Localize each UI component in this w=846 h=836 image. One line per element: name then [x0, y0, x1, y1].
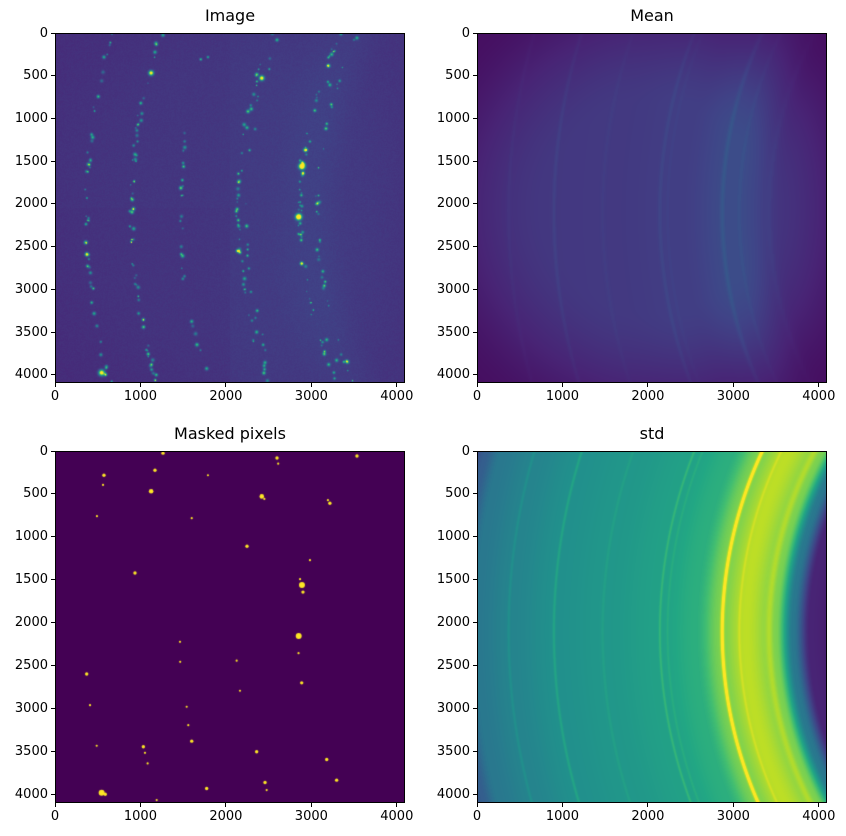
y-tick-label: 2000 [436, 615, 470, 631]
y-tick-label: 3000 [14, 281, 48, 297]
x-tick-mark [225, 383, 227, 387]
y-tick-label: 500 [23, 68, 48, 84]
x-tick-label: 3000 [716, 389, 750, 404]
x-tick-mark [139, 803, 141, 807]
x-tick-label: 2000 [209, 809, 243, 824]
y-tick-label: 1000 [14, 110, 48, 126]
x-tick-mark [647, 383, 649, 387]
x-tick-label: 1000 [545, 809, 579, 824]
x-tick-mark [396, 383, 398, 387]
y-tick-label: 1500 [14, 153, 48, 169]
y-tick-label: 4000 [14, 787, 48, 803]
x-tick-mark [818, 383, 820, 387]
x-tick-label: 1000 [123, 389, 157, 404]
y-tick-label: 1000 [436, 110, 470, 126]
x-tick-mark [396, 803, 398, 807]
y-tick-label: 2500 [14, 658, 48, 674]
subplot-image-title: Image [204, 6, 256, 25]
x-tick-label: 3000 [294, 809, 328, 824]
y-tick-label: 4000 [436, 787, 470, 803]
y-tick-label: 2500 [436, 658, 470, 674]
masked-pixels-canvas [55, 451, 405, 803]
y-tick-label: 4000 [436, 367, 470, 383]
x-tick-mark [818, 803, 820, 807]
x-tick-label: 2000 [631, 809, 665, 824]
x-tick-mark [139, 383, 141, 387]
x-tick-label: 4000 [380, 389, 414, 404]
y-tick-label: 3500 [436, 324, 470, 340]
y-tick-label: 1500 [436, 153, 470, 169]
subplot-masked-pixels: Masked pixels 0 1000 2000 3000 4000 0 500 1000 1… [15, 424, 413, 824]
y-tick-label: 3500 [14, 744, 48, 760]
y-tick-label: 0 [39, 443, 48, 459]
x-tick-label: 1000 [123, 809, 157, 824]
y-tick-label: 2500 [436, 239, 470, 255]
x-tick-mark [54, 803, 56, 807]
x-tick-label: 0 [472, 389, 482, 404]
x-tick-label: 1000 [545, 389, 579, 404]
x-tick-mark [310, 803, 312, 807]
x-tick-mark [561, 803, 563, 807]
x-tick-label: 4000 [802, 389, 836, 404]
subplot-std: std 0 1000 2000 3000 4000 0 500 1000 1500 2000 250… [437, 424, 835, 824]
std-heatmap-canvas [477, 451, 827, 803]
subplot-masked-pixels-title: Masked pixels [174, 424, 286, 443]
subplot-mean-title: Mean [630, 6, 674, 25]
x-tick-label: 4000 [802, 809, 836, 824]
x-tick-label: 0 [50, 809, 60, 824]
y-tick-label: 2000 [14, 196, 48, 212]
mean-heatmap-canvas [477, 33, 827, 383]
y-tick-label: 1500 [436, 572, 470, 588]
x-tick-label: 0 [472, 809, 482, 824]
x-tick-mark [732, 803, 734, 807]
x-tick-label: 2000 [209, 389, 243, 404]
y-tick-label: 500 [445, 486, 470, 502]
x-tick-label: 2000 [631, 389, 665, 404]
y-tick-label: 3000 [436, 701, 470, 717]
x-tick-mark [476, 803, 478, 807]
y-tick-label: 3500 [436, 744, 470, 760]
x-tick-mark [732, 383, 734, 387]
x-tick-label: 4000 [380, 809, 414, 824]
y-tick-label: 500 [445, 68, 470, 84]
subplot-mean: Mean 0 1000 2000 3000 4000 0 500 1000 1500 2000 25… [437, 6, 835, 404]
y-tick-label: 2000 [14, 615, 48, 631]
x-tick-mark [225, 803, 227, 807]
x-tick-mark [561, 383, 563, 387]
x-tick-mark [54, 383, 56, 387]
x-tick-mark [647, 803, 649, 807]
y-tick-label: 3500 [14, 324, 48, 340]
x-tick-label: 3000 [294, 389, 328, 404]
x-tick-mark [310, 383, 312, 387]
y-tick-label: 1500 [14, 572, 48, 588]
y-tick-label: 0 [39, 25, 48, 41]
subplot-image: Image 0 1000 2000 3000 4000 0 500 1000 1500 2000 2… [15, 6, 413, 404]
y-tick-label: 4000 [14, 367, 48, 383]
y-tick-label: 2500 [14, 239, 48, 255]
subplot-std-title: std [639, 424, 665, 443]
y-tick-label: 0 [461, 443, 470, 459]
y-tick-label: 2000 [436, 196, 470, 212]
y-tick-label: 500 [23, 486, 48, 502]
image-heatmap-canvas [55, 33, 405, 383]
y-tick-label: 1000 [436, 529, 470, 545]
x-tick-label: 3000 [716, 809, 750, 824]
x-tick-label: 0 [50, 389, 60, 404]
y-tick-label: 1000 [14, 529, 48, 545]
y-tick-label: 3000 [14, 701, 48, 717]
y-tick-label: 3000 [436, 281, 470, 297]
y-tick-label: 0 [461, 25, 470, 41]
x-tick-mark [476, 383, 478, 387]
